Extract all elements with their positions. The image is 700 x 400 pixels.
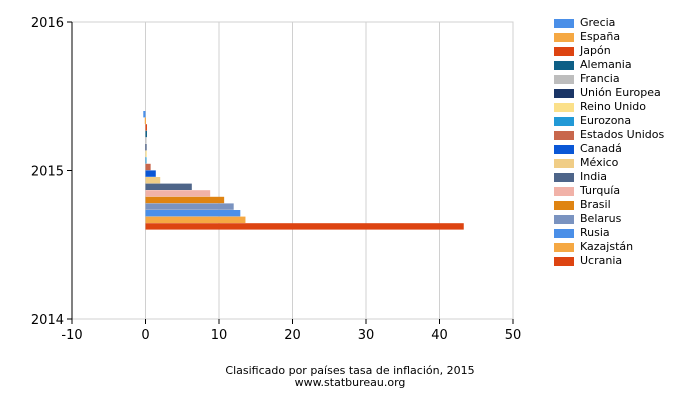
x-tick-label: -10 bbox=[61, 328, 82, 343]
legend-label: Belarus bbox=[580, 212, 622, 225]
legend-label: Unión Europea bbox=[580, 86, 661, 99]
legend-item: Japón bbox=[554, 44, 664, 58]
legend-label: Japón bbox=[580, 44, 611, 57]
legend-swatch bbox=[554, 242, 574, 252]
legend-item: Eurozona bbox=[554, 114, 664, 128]
x-tick-label: 30 bbox=[358, 328, 375, 343]
x-tick-label: 40 bbox=[431, 328, 448, 343]
y-tick-label: 2016 bbox=[31, 16, 64, 31]
legend-swatch bbox=[554, 158, 574, 168]
bar bbox=[145, 223, 464, 230]
legend-swatch bbox=[554, 32, 574, 42]
legend-label: Estados Unidos bbox=[580, 128, 665, 141]
legend-item: Francia bbox=[554, 72, 664, 86]
bar bbox=[145, 210, 241, 217]
bar bbox=[145, 183, 192, 190]
bar bbox=[145, 157, 147, 164]
legend-item: Kazajstán bbox=[554, 240, 664, 254]
bar bbox=[145, 190, 211, 197]
legend-label: Reino Unido bbox=[580, 100, 646, 113]
legend-swatch bbox=[554, 172, 574, 182]
legend-item: Reino Unido bbox=[554, 100, 664, 114]
bar bbox=[145, 137, 147, 144]
x-tick-label: 20 bbox=[284, 328, 301, 343]
bar bbox=[145, 170, 156, 177]
legend-label: Ucrania bbox=[580, 254, 623, 267]
legend-swatch bbox=[554, 88, 574, 98]
bar bbox=[144, 117, 146, 124]
bar bbox=[143, 111, 146, 118]
bar bbox=[145, 177, 161, 184]
x-tick-label: 0 bbox=[141, 328, 149, 343]
legend-item: Estados Unidos bbox=[554, 128, 664, 142]
legend-item: Unión Europea bbox=[554, 86, 664, 100]
legend-swatch bbox=[554, 46, 574, 56]
legend-item: Brasil bbox=[554, 198, 664, 212]
legend-label: España bbox=[580, 30, 621, 43]
bar bbox=[145, 144, 147, 151]
legend-label: Turquía bbox=[580, 184, 621, 197]
axes bbox=[67, 21, 514, 324]
legend: Grecia España Japón Alemania Francia Unión Eu… bbox=[554, 16, 664, 268]
bar bbox=[145, 150, 147, 157]
legend-item: Alemania bbox=[554, 58, 664, 72]
legend-swatch bbox=[554, 200, 574, 210]
legend-item: Ucrania bbox=[554, 254, 664, 268]
tick-labels: -10 0 10 20 30 40 50 2016 2015 2014 bbox=[31, 16, 521, 343]
legend-item: Canadá bbox=[554, 142, 664, 156]
chart-source: www.statbureau.org bbox=[294, 376, 406, 389]
y-tick-label: 2014 bbox=[31, 313, 64, 328]
bar bbox=[145, 216, 246, 223]
x-tick-label: 10 bbox=[211, 328, 228, 343]
legend-label: México bbox=[580, 156, 619, 169]
bar bbox=[145, 163, 151, 171]
legend-label: Eurozona bbox=[580, 114, 632, 127]
legend-item: Rusia bbox=[554, 226, 664, 240]
bar bbox=[145, 130, 147, 138]
bar bbox=[145, 203, 234, 210]
legend-swatch bbox=[554, 144, 574, 154]
grid bbox=[71, 21, 514, 320]
y-tick-label: 2015 bbox=[31, 165, 64, 180]
legend-item: India bbox=[554, 170, 664, 184]
legend-label: Brasil bbox=[580, 198, 611, 211]
legend-item: Turquía bbox=[554, 184, 664, 198]
bars bbox=[143, 111, 464, 230]
bar bbox=[145, 196, 225, 204]
legend-swatch bbox=[554, 228, 574, 238]
legend-item: Belarus bbox=[554, 212, 664, 226]
legend-swatch bbox=[554, 18, 574, 28]
legend-label: Grecia bbox=[580, 16, 616, 29]
legend-swatch bbox=[554, 256, 574, 266]
legend-label: India bbox=[580, 170, 607, 183]
legend-label: Rusia bbox=[580, 226, 610, 239]
legend-label: Francia bbox=[580, 72, 620, 85]
legend-item: Grecia bbox=[554, 16, 664, 30]
legend-swatch bbox=[554, 74, 574, 84]
legend-label: Alemania bbox=[580, 58, 632, 71]
chart-title: Clasificado por países tasa de inflación… bbox=[225, 364, 475, 377]
legend-swatch bbox=[554, 60, 574, 70]
legend-label: Canadá bbox=[580, 142, 622, 155]
legend-swatch bbox=[554, 116, 574, 126]
legend-item: México bbox=[554, 156, 664, 170]
x-tick-label: 50 bbox=[505, 328, 522, 343]
legend-item: España bbox=[554, 30, 664, 44]
legend-swatch bbox=[554, 130, 574, 140]
legend-label: Kazajstán bbox=[580, 240, 634, 253]
bar bbox=[145, 124, 147, 131]
legend-swatch bbox=[554, 186, 574, 196]
legend-swatch bbox=[554, 214, 574, 224]
legend-swatch bbox=[554, 102, 574, 112]
